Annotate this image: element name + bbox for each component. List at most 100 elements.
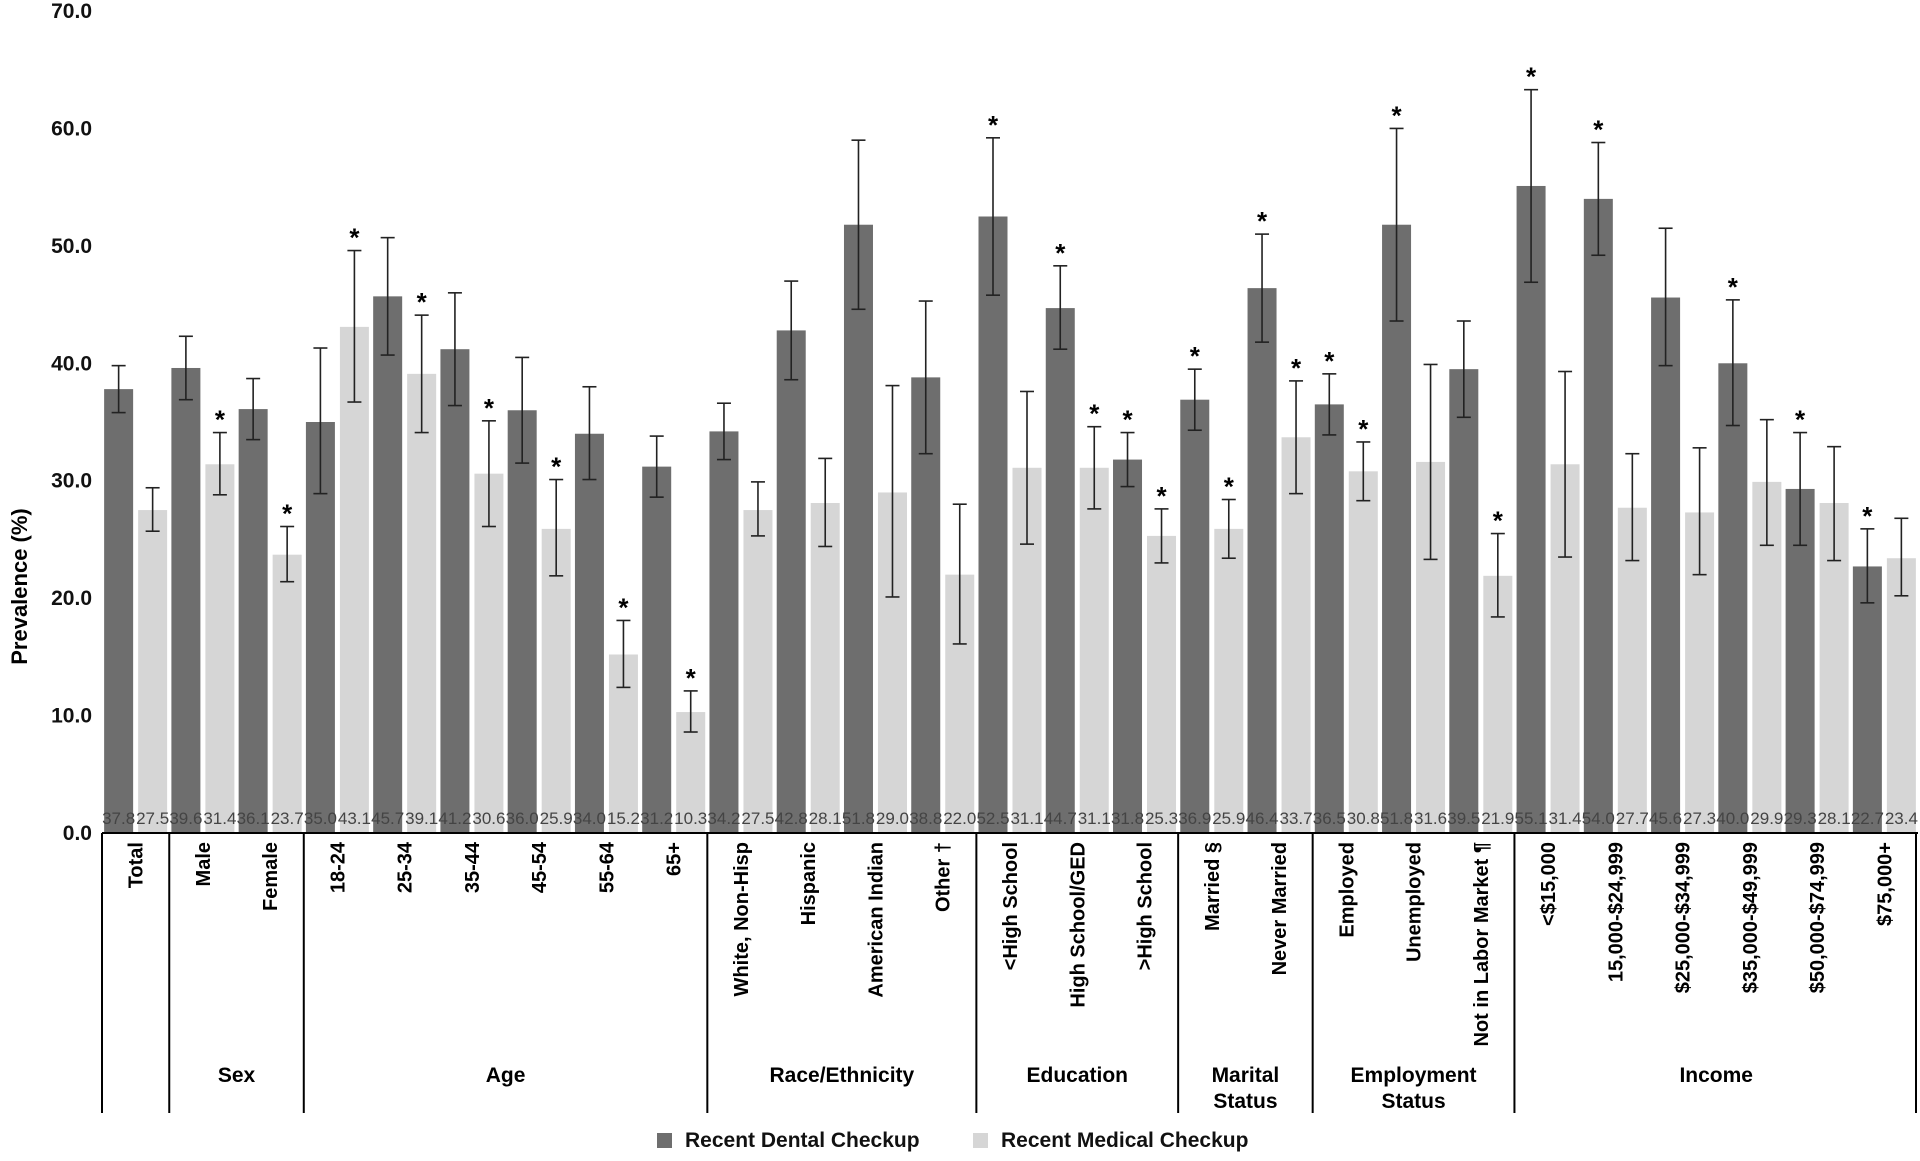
data-label: 43.1 [338, 809, 371, 828]
medical-bar [407, 373, 437, 833]
category-label: Female [260, 842, 282, 911]
category-label: Other † [933, 842, 955, 912]
category-label: Hispanic [798, 842, 820, 925]
dental-bar [843, 224, 873, 834]
legend-swatch-dental [657, 1133, 672, 1148]
data-label: 51.8 [1380, 809, 1413, 828]
data-label: 28.1 [1818, 809, 1851, 828]
medical-bar [1886, 558, 1916, 833]
data-label: 28.1 [809, 809, 842, 828]
dental-bar [1785, 488, 1815, 833]
data-label: 31.4 [1549, 809, 1582, 828]
data-label: 39.1 [405, 809, 438, 828]
y-tick-label: 10.0 [51, 705, 92, 728]
data-label: 31.2 [640, 809, 673, 828]
data-label: 15.2 [607, 809, 640, 828]
category-label: <$15,000 [1538, 842, 1560, 926]
category-label: Total [126, 842, 148, 888]
y-tick-label: 20.0 [51, 587, 92, 610]
significance-star: * [1493, 506, 1504, 536]
dental-bar [1651, 297, 1681, 833]
medical-bar [810, 503, 840, 833]
y-tick-label: 60.0 [51, 117, 92, 140]
category-label: Employed [1336, 842, 1358, 938]
data-label: 31.1 [1010, 809, 1043, 828]
group-label: Income [1679, 1064, 1753, 1087]
medical-bar [1147, 535, 1177, 833]
dental-bar [1583, 198, 1613, 833]
dental-bar [642, 466, 672, 833]
category-label: $25,000-$34,999 [1673, 842, 1695, 993]
category-label: $50,000-$74,999 [1807, 842, 1829, 993]
data-label: 40.0 [1716, 809, 1749, 828]
data-label: 33.7 [1279, 809, 1312, 828]
category-label: 45-54 [529, 841, 551, 893]
category-label: Married § [1202, 842, 1224, 931]
dental-bar [1180, 399, 1210, 833]
data-label: 29.3 [1784, 809, 1817, 828]
data-label: 36.5 [1313, 809, 1346, 828]
dental-bar [776, 330, 806, 833]
dental-bar [171, 367, 201, 833]
data-label: 34.2 [707, 809, 740, 828]
data-label: 42.8 [775, 809, 808, 828]
category-label: >High School [1135, 842, 1157, 970]
significance-star: * [1257, 206, 1268, 236]
data-label: 29.9 [1750, 809, 1783, 828]
category-label: Never Married [1269, 842, 1291, 975]
medical-bar [138, 510, 168, 833]
medical-bar [272, 554, 302, 833]
group-label: Race/Ethnicity [769, 1064, 914, 1087]
dental-bar [1852, 566, 1882, 833]
dental-bar [1516, 185, 1546, 833]
group-label: Marital Status [1212, 1064, 1280, 1113]
category-label: Male [193, 842, 215, 886]
significance-star: * [349, 223, 360, 253]
category-label: 25-34 [395, 841, 417, 893]
data-label: 27.3 [1683, 809, 1716, 828]
significance-star: * [1190, 341, 1201, 371]
category-label: American Indian [865, 842, 887, 998]
y-tick-label: 0.0 [63, 822, 92, 845]
y-tick-label: 40.0 [51, 352, 92, 375]
data-label: 37.8 [102, 809, 135, 828]
data-label: 52.5 [976, 809, 1009, 828]
category-label: 55-64 [596, 841, 618, 893]
medical-bar [205, 464, 235, 833]
dental-bar [1382, 224, 1412, 834]
significance-star: * [1055, 238, 1066, 268]
significance-star: * [1593, 115, 1604, 145]
data-label: 31.1 [1078, 809, 1111, 828]
data-label: 31.4 [203, 809, 236, 828]
category-label: $35,000-$49,999 [1740, 842, 1762, 993]
medical-bar [1214, 528, 1244, 833]
dental-bar [440, 349, 470, 833]
data-label: 46.4 [1245, 809, 1278, 828]
category-label: 15,000-$24,999 [1605, 842, 1627, 982]
dental-bar [1247, 288, 1277, 833]
significance-star: * [1324, 346, 1335, 376]
y-tick-label: 70.0 [51, 0, 92, 23]
category-label: 18-24 [327, 841, 349, 893]
legend-swatch-medical [973, 1133, 988, 1148]
data-label: 55.1 [1515, 809, 1548, 828]
y-axis-title: Prevalence (%) [7, 508, 32, 665]
data-label: 25.9 [1212, 809, 1245, 828]
dental-bar [373, 296, 403, 833]
dental-bar [238, 409, 268, 833]
data-label: 39.5 [1447, 809, 1480, 828]
medical-bar [1079, 467, 1109, 833]
data-label: 31.6 [1414, 809, 1447, 828]
significance-star: * [1795, 405, 1806, 435]
data-label: 27.5 [136, 809, 169, 828]
significance-star: * [1291, 353, 1302, 383]
medical-bar [339, 326, 369, 833]
significance-star: * [988, 110, 999, 140]
significance-star: * [1089, 399, 1100, 429]
significance-star: * [1224, 472, 1235, 502]
y-tick-label: 30.0 [51, 470, 92, 493]
significance-star: * [686, 663, 697, 693]
data-label: 44.7 [1044, 809, 1077, 828]
dental-bar [1113, 459, 1143, 833]
